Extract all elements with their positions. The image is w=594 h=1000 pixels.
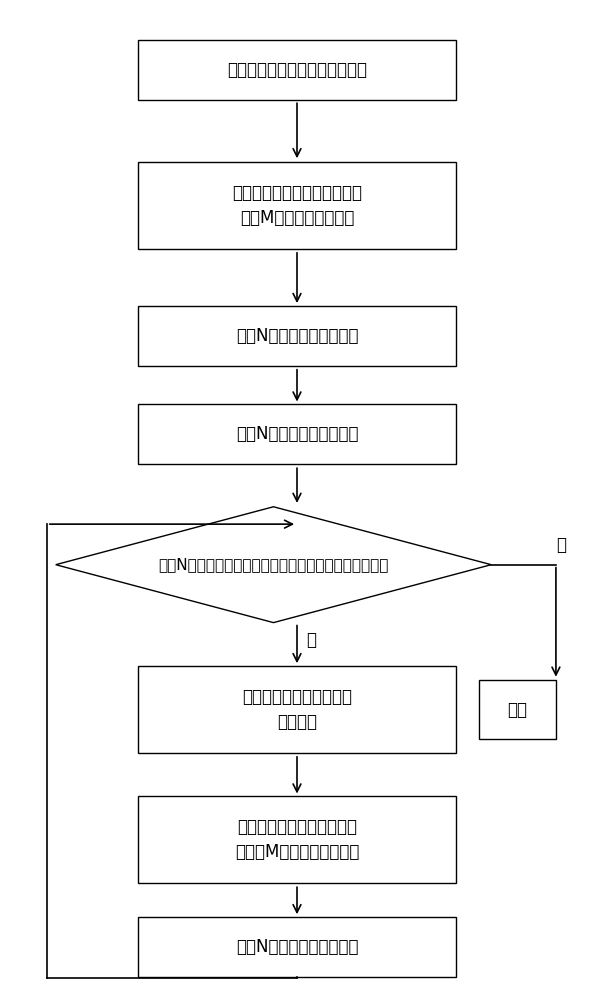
Text: 结束: 结束 xyxy=(508,701,527,719)
Bar xyxy=(138,666,456,753)
Polygon shape xyxy=(56,507,491,623)
Text: 判断N个测试点的测试温度和计算温度是否满足收敛条件: 判断N个测试点的测试温度和计算温度是否满足收敛条件 xyxy=(158,557,388,572)
Text: 读取N个测试点的计算温度: 读取N个测试点的计算温度 xyxy=(236,938,358,956)
Bar xyxy=(138,306,456,366)
Text: 利用有限元方法计算在淬火
过程中M时刻的新的温度场: 利用有限元方法计算在淬火 过程中M时刻的新的温度场 xyxy=(235,818,359,861)
Text: 通过遗传算法优化出新的
换热系数: 通过遗传算法优化出新的 换热系数 xyxy=(242,688,352,731)
Bar xyxy=(138,796,456,883)
Bar xyxy=(479,680,556,739)
Text: 否: 否 xyxy=(306,631,316,649)
Bar xyxy=(138,404,456,464)
Text: 是: 是 xyxy=(556,536,566,554)
Bar xyxy=(138,40,456,100)
Bar xyxy=(138,917,456,977)
Text: 假设各表面的换热系数的初始值: 假设各表面的换热系数的初始值 xyxy=(227,61,367,79)
Text: 读取N个测试点的测试温度: 读取N个测试点的测试温度 xyxy=(236,327,358,345)
Bar xyxy=(138,162,456,249)
Text: 利用有限元方法计算在淬火过
程中M时刻对应的温度场: 利用有限元方法计算在淬火过 程中M时刻对应的温度场 xyxy=(232,184,362,227)
Text: 读取N个测试点的计算温度: 读取N个测试点的计算温度 xyxy=(236,425,358,443)
